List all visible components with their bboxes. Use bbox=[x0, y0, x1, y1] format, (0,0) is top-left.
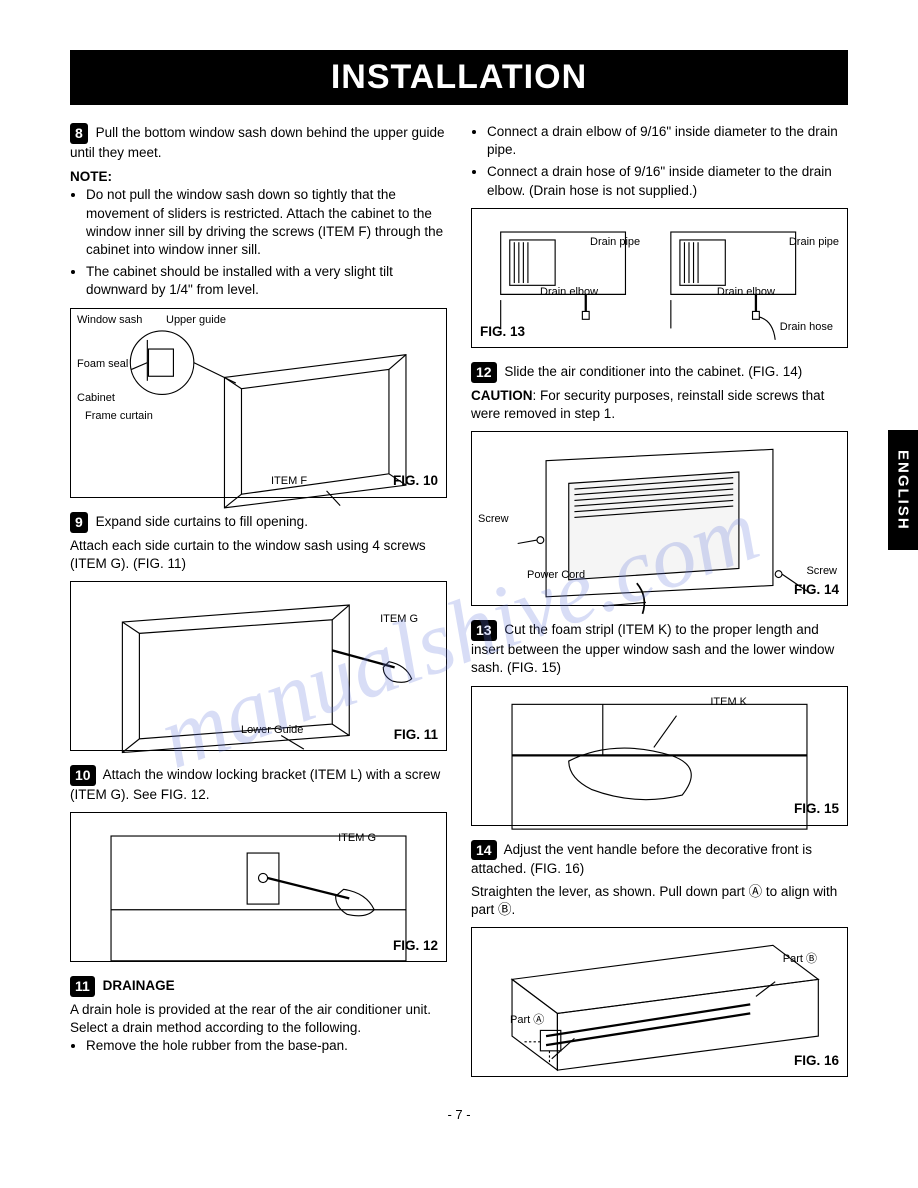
fig-12-label: FIG. 12 bbox=[393, 937, 438, 955]
note-heading: NOTE: bbox=[70, 168, 447, 186]
anno-screw-r: Screw bbox=[806, 564, 837, 579]
figure-15: ITEM K FIG. 15 bbox=[471, 686, 848, 826]
step-8-text: Pull the bottom window sash down behind … bbox=[70, 125, 445, 160]
page-title: INSTALLATION bbox=[70, 58, 848, 97]
anno-upper-guide: Upper guide bbox=[166, 313, 226, 328]
anno-lower-guide: Lower Guide bbox=[241, 723, 303, 738]
figure-11: ITEM G Lower Guide FIG. 11 bbox=[70, 581, 447, 751]
anno-cabinet: Cabinet bbox=[77, 391, 115, 406]
anno-item-k: ITEM K bbox=[710, 695, 747, 710]
anno-drain-elbow-r: Drain elbow bbox=[717, 287, 775, 298]
anno-drain-pipe-r: Drain pipe bbox=[789, 237, 839, 248]
right-column: Connect a drain elbow of 9/16" inside di… bbox=[471, 123, 848, 1091]
step-14-text: Adjust the vent handle before the decora… bbox=[471, 842, 812, 877]
right-top-bullets: Connect a drain elbow of 9/16" inside di… bbox=[471, 123, 848, 200]
anno-part-a: Part Ⓐ bbox=[510, 1013, 544, 1028]
step-14-text-2a: Straighten the lever, as shown. Pull dow… bbox=[471, 884, 749, 899]
step-badge-8: 8 bbox=[70, 123, 88, 144]
two-column-layout: 8 Pull the bottom window sash down behin… bbox=[70, 123, 848, 1091]
fig-16-label: FIG. 16 bbox=[794, 1052, 839, 1070]
anno-item-f: ITEM F bbox=[271, 474, 307, 489]
step-badge-11: 11 bbox=[70, 976, 95, 997]
fig-11-label: FIG. 11 bbox=[394, 726, 438, 744]
figure-12-drawing bbox=[77, 819, 440, 978]
part-b-symbol: Ⓑ bbox=[498, 902, 512, 917]
bullet-item: Connect a drain elbow of 9/16" inside di… bbox=[487, 123, 848, 159]
figure-10: Window sash Upper guide Foam seal Cabine… bbox=[70, 308, 447, 498]
page-number: - 7 - bbox=[70, 1107, 848, 1122]
fig-13-label: FIG. 13 bbox=[480, 323, 525, 341]
step-10-text: Attach the window locking bracket (ITEM … bbox=[70, 767, 440, 802]
bullet-item: Connect a drain hose of 9/16" inside dia… bbox=[487, 163, 848, 199]
anno-power-cord: Power Cord bbox=[527, 568, 585, 583]
caution-line: CAUTION: For security purposes, reinstal… bbox=[471, 387, 848, 423]
note-item: Do not pull the window sash down so tigh… bbox=[86, 186, 447, 259]
manual-page: INSTALLATION 8 Pull the bottom window sa… bbox=[0, 0, 918, 1152]
part-a-symbol: Ⓐ bbox=[749, 884, 763, 899]
step-badge-14: 14 bbox=[471, 840, 497, 861]
step-14-text-2c: . bbox=[512, 902, 516, 917]
drainage-body: A drain hole is provided at the rear of … bbox=[70, 1001, 447, 1037]
anno-item-g-2: ITEM G bbox=[338, 831, 376, 846]
drainage-list: Remove the hole rubber from the base-pan… bbox=[70, 1037, 447, 1055]
language-tab-text: ENGLISH bbox=[895, 450, 912, 531]
anno-frame-curtain: Frame curtain bbox=[85, 409, 153, 424]
anno-part-b: Part Ⓑ bbox=[783, 952, 817, 967]
step-13: 13 Cut the foam stripl (ITEM K) to the p… bbox=[471, 620, 848, 677]
fig-15-label: FIG. 15 bbox=[794, 800, 839, 818]
figure-14-drawing bbox=[478, 438, 841, 625]
anno-item-g: ITEM G bbox=[380, 612, 418, 627]
figure-14: Screw Screw Power Cord FIG. 14 bbox=[471, 431, 848, 606]
note-list: Do not pull the window sash down so tigh… bbox=[70, 186, 447, 299]
figure-13: Drain pipe Drain elbow Drain pipe Drain … bbox=[471, 208, 848, 348]
caution-label: CAUTION bbox=[471, 388, 533, 403]
step-12-text: Slide the air conditioner into the cabin… bbox=[504, 364, 802, 379]
step-12: 12 Slide the air conditioner into the ca… bbox=[471, 362, 848, 383]
fig-14-label: FIG. 14 bbox=[794, 581, 839, 599]
step-badge-12: 12 bbox=[471, 362, 497, 383]
figure-15-drawing bbox=[478, 693, 841, 840]
note-item: The cabinet should be installed with a v… bbox=[86, 263, 447, 299]
anno-drain-elbow-l: Drain elbow bbox=[540, 287, 598, 298]
fig-10-label: FIG. 10 bbox=[393, 472, 438, 490]
step-14: 14 Adjust the vent handle before the dec… bbox=[471, 840, 848, 879]
title-bar: INSTALLATION bbox=[70, 50, 848, 105]
step-10: 10 Attach the window locking bracket (IT… bbox=[70, 765, 447, 804]
anno-drain-hose: Drain hose bbox=[780, 322, 833, 333]
step-9-text-2: Attach each side curtain to the window s… bbox=[70, 537, 447, 573]
anno-foam-seal: Foam seal bbox=[77, 357, 128, 372]
drainage-head: DRAINAGE bbox=[103, 978, 175, 993]
anno-window-sash: Window sash bbox=[77, 313, 142, 328]
left-column: 8 Pull the bottom window sash down behin… bbox=[70, 123, 447, 1091]
figure-16: Part Ⓐ Part Ⓑ FIG. 16 bbox=[471, 927, 848, 1077]
drainage-item: Remove the hole rubber from the base-pan… bbox=[86, 1037, 447, 1055]
figure-12: ITEM G FIG. 12 bbox=[70, 812, 447, 962]
language-tab: ENGLISH bbox=[888, 430, 918, 550]
step-8: 8 Pull the bottom window sash down behin… bbox=[70, 123, 447, 162]
anno-drain-pipe-l: Drain pipe bbox=[590, 237, 640, 248]
step-11: 11 DRAINAGE bbox=[70, 976, 447, 997]
anno-screw-l: Screw bbox=[478, 512, 509, 527]
step-13-text: Cut the foam stripl (ITEM K) to the prop… bbox=[471, 622, 834, 675]
figure-13-drawing bbox=[478, 215, 841, 362]
step-14-text-2: Straighten the lever, as shown. Pull dow… bbox=[471, 883, 848, 919]
